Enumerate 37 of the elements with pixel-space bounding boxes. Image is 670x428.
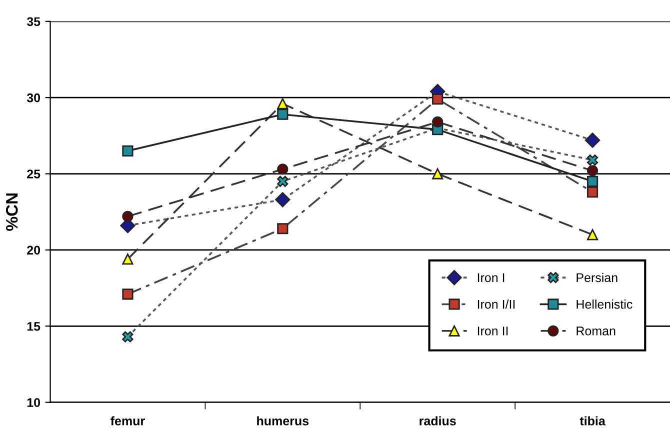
point	[586, 229, 598, 240]
point	[432, 116, 444, 128]
point	[432, 168, 444, 180]
legend-label: Persian	[576, 272, 618, 282]
point	[277, 176, 288, 187]
y-tick-label: 10	[27, 398, 40, 407]
y-tick-label: 15	[27, 322, 40, 331]
legend-label: Hellenistic	[576, 300, 632, 309]
point	[122, 210, 134, 222]
point	[122, 288, 134, 300]
x-tick-label: humerus	[257, 416, 309, 426]
y-tick-label: 25	[27, 170, 40, 178]
y-tick-label: 30	[26, 93, 40, 102]
x-tick-label: tibia	[580, 416, 606, 426]
point	[277, 164, 288, 175]
point	[122, 254, 134, 265]
legend-label: Roman	[576, 326, 616, 336]
legend-label: Iron I	[478, 273, 504, 282]
point	[586, 165, 598, 176]
legend-label: Iron II	[478, 326, 508, 336]
point	[277, 108, 288, 120]
x-tick-label: femur	[110, 416, 145, 426]
point	[586, 154, 598, 166]
point	[122, 145, 134, 156]
y-tick-label: 35	[26, 17, 40, 26]
point	[122, 331, 134, 342]
legend-label: Iron I/II	[478, 300, 515, 309]
point	[586, 186, 598, 198]
point	[584, 132, 600, 148]
point	[277, 223, 288, 234]
x-tick-label: radius	[420, 416, 456, 426]
point	[586, 176, 598, 187]
y-tick-label: 20	[27, 246, 40, 255]
y-axis-title: %CN	[6, 194, 18, 231]
point	[275, 192, 290, 208]
point	[277, 98, 288, 110]
point	[432, 94, 444, 105]
